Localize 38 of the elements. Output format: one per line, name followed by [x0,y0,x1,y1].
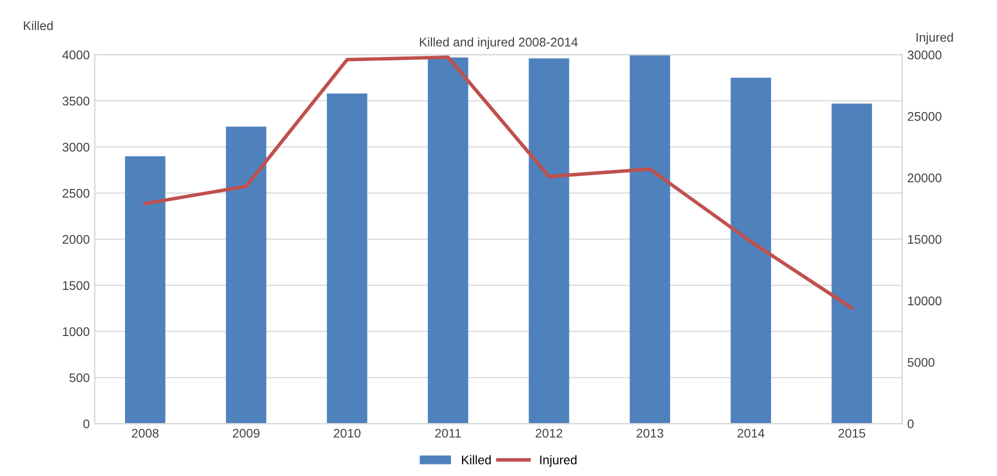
legend-label: Injured [540,455,576,467]
bar [832,104,872,424]
y2-tick-label: 5000 [908,358,934,367]
bar [125,156,166,424]
y-tick-label: 1500 [63,281,90,290]
y2-tick-label: 10000 [908,296,942,306]
x-tick-label: 2015 [838,428,866,438]
y-tick-label: 0 [83,419,90,428]
y2-tick-label: 15000 [908,234,942,244]
line-series [143,55,854,310]
x-tick-label: 2012 [536,428,562,438]
y-tick-label: 500 [70,373,90,382]
bar [428,58,468,424]
y2-axis-title: Injured [916,32,953,44]
y2-tick-label: 20000 [908,174,942,182]
x-tick-label: 2009 [232,428,260,438]
x-tick-label: 2011 [435,428,461,438]
y-tick-label: 2500 [62,188,90,198]
y-axis-title: Killed [24,20,53,30]
bar [326,93,368,424]
bar [226,126,266,424]
y-tick-label: 3500 [62,96,90,106]
chart-title: Killed and injured 2008-2014 [420,37,578,49]
bar [528,58,570,424]
y2-tick-label: 25000 [908,112,942,121]
bar [730,78,772,424]
y2-tick-label: 0 [908,419,914,428]
y-tick-label: 1000 [63,327,90,336]
legend-label: Killed [462,455,491,464]
x-tick-label: 2014 [738,428,764,438]
x-tick-label: 2010 [334,428,360,438]
y-tick-label: 2000 [62,234,90,244]
y-tick-label: 4000 [62,50,90,60]
bar [630,54,670,424]
y-tick-label: 3000 [62,142,90,152]
x-tick-label: 2013 [636,428,664,438]
x-tick-label: 2008 [132,428,159,438]
y2-tick-label: 30000 [908,50,942,60]
